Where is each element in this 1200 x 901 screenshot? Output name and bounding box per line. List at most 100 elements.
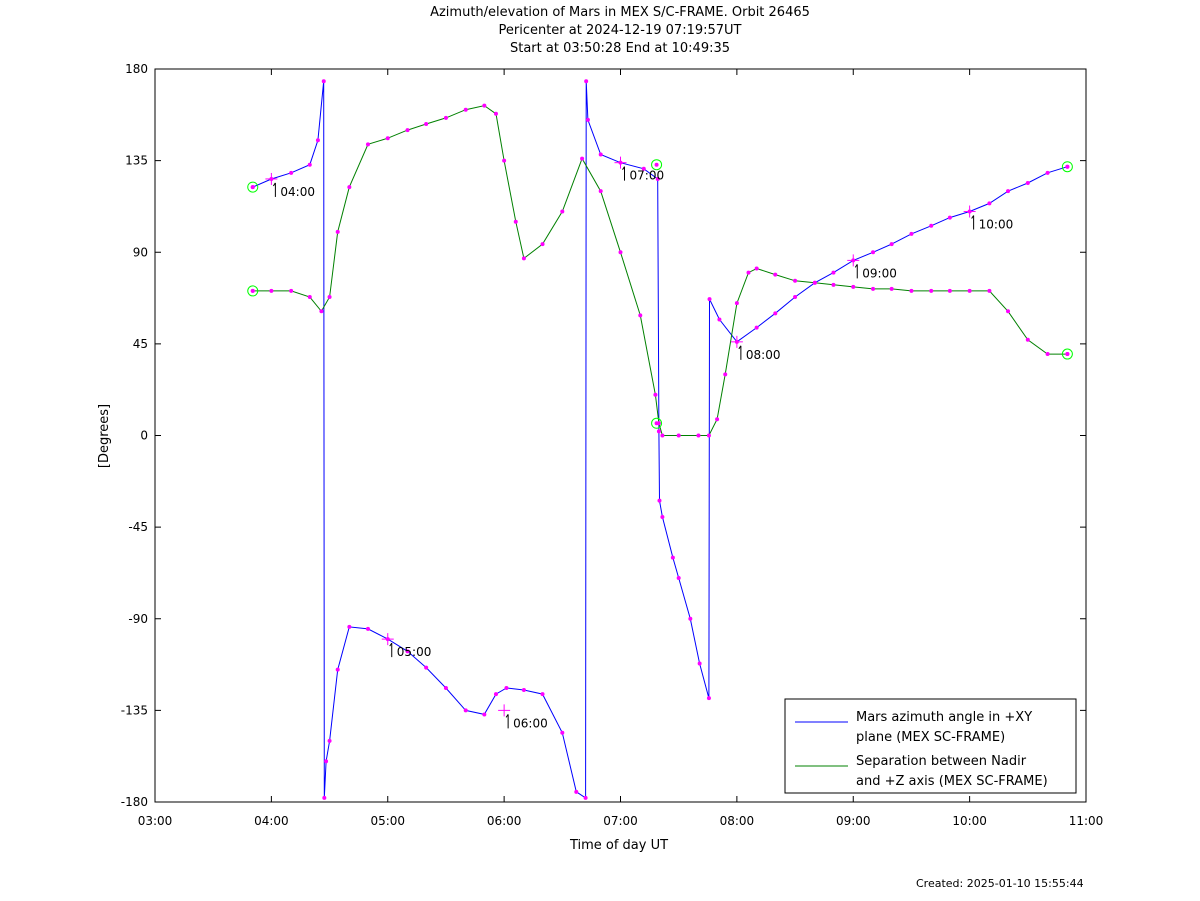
separation-point [967, 288, 972, 293]
y-tick-label: -90 [128, 612, 148, 626]
azimuth-point [289, 170, 294, 175]
hour-marker-arrowhead [389, 642, 393, 647]
separation-point [365, 142, 370, 147]
x-tick-label: 11:00 [1069, 814, 1104, 828]
y-tick-label: 0 [140, 429, 148, 443]
x-axis-label: Time of day UT [569, 838, 668, 853]
separation-point [335, 229, 340, 234]
separation-point [319, 309, 324, 314]
hour-marker-arrowhead [622, 166, 625, 170]
separation-point [746, 270, 751, 275]
y-tick-label: 135 [125, 154, 148, 168]
azimuth-point [670, 555, 675, 560]
separation-point [831, 282, 836, 287]
azimuth-point [443, 685, 448, 690]
x-tick-label: 08:00 [720, 814, 755, 828]
separation-point [734, 301, 739, 306]
endpoint-dot [250, 185, 255, 190]
separation-point [385, 136, 390, 141]
azimuth-point [327, 738, 332, 743]
separation-point [521, 256, 526, 261]
separation-point [598, 189, 603, 194]
separation-point [327, 295, 332, 300]
y-tick-label: 45 [133, 337, 148, 351]
separation-point [405, 128, 410, 133]
axes-ticks: 03:00 04:00 05:00 06:00 07:00 08:00 09:00 10:00… [121, 62, 1104, 828]
azimuth-line [252, 81, 1068, 799]
separation-line [252, 105, 1068, 436]
separation-point [638, 313, 643, 318]
hour-label: 04:00 [280, 185, 315, 199]
azimuth-point [660, 514, 665, 519]
azimuth-point [315, 138, 320, 143]
azimuth-point [655, 176, 660, 181]
endpoint-circle [247, 285, 259, 297]
azimuth-point [754, 325, 759, 330]
series-markers [247, 79, 1073, 800]
separation-point [723, 372, 728, 377]
separation-point [754, 266, 759, 271]
endpoint-circle [247, 181, 259, 193]
y-tick-label: -135 [121, 703, 148, 717]
hour-label: 05:00 [397, 645, 432, 659]
azimuth-point [1025, 181, 1030, 186]
created-timestamp: Created: 2025-01-10 15:55:44 [916, 877, 1084, 890]
separation-point [502, 158, 507, 163]
time-annotations: 04:00 05:00 06:00 07:00 08:00 09:00 10:00 [265, 156, 1014, 730]
separation-point [618, 250, 623, 255]
azimuth-point [540, 692, 545, 697]
y-tick-label: 90 [133, 245, 148, 259]
azimuth-point [574, 789, 579, 794]
endpoint-circle [1061, 161, 1073, 173]
separation-point [851, 284, 856, 289]
azimuth-point [493, 692, 498, 697]
legend-label-separation-2: and +Z axis (MEX SC-FRAME) [856, 774, 1048, 789]
chart-subtitle-pericenter: Pericenter at 2024-12-19 07:19:57UT [498, 23, 742, 38]
x-tick-label: 05:00 [370, 814, 405, 828]
x-tick-label: 07:00 [603, 814, 638, 828]
endpoint-dot [1065, 164, 1070, 169]
x-tick-label: 09:00 [836, 814, 871, 828]
azimuth-point [871, 250, 876, 255]
separation-point [289, 288, 294, 293]
azimuth-point [521, 688, 526, 693]
azimuth-point [909, 231, 914, 236]
y-axis-label: [Degrees] [97, 404, 112, 468]
legend-label-azimuth-2: plane (MEX SC-FRAME) [856, 730, 1005, 745]
separation-point [513, 219, 518, 224]
azimuth-point [717, 317, 722, 322]
separation-point [307, 295, 312, 300]
separation-point [660, 433, 665, 438]
azimuth-point [583, 795, 588, 800]
azimuth-point [504, 685, 509, 690]
hour-marker-arrowhead [854, 264, 858, 268]
separation-point [793, 278, 798, 283]
azimuth-point [688, 616, 693, 621]
hour-label: 10:00 [979, 218, 1014, 232]
legend-label-separation-1: Separation between Nadir [856, 754, 1027, 769]
azimuth-point [641, 166, 646, 171]
azimuth-point [706, 696, 711, 701]
azimuth-point [307, 162, 312, 167]
azimuth-point [947, 215, 952, 220]
azimuth-point [1045, 170, 1050, 175]
azimuth-point [585, 117, 590, 122]
separation-point [1025, 337, 1030, 342]
endpoint-dot [1065, 352, 1070, 357]
x-tick-label: 04:00 [254, 814, 289, 828]
separation-point [560, 209, 565, 214]
endpoint-dot [654, 162, 659, 167]
endpoint-circle [651, 159, 663, 171]
azimuth-point [656, 429, 661, 434]
separation-point [773, 272, 778, 277]
separation-point [929, 288, 934, 293]
y-tick-label: -45 [128, 520, 148, 534]
azimuth-point [831, 270, 836, 275]
chart-subtitle-time-range: Start at 03:50:28 End at 10:49:35 [509, 41, 731, 56]
separation-point [676, 433, 681, 438]
azimuth-point [987, 201, 992, 206]
endpoint-dot [654, 421, 659, 426]
azimuth-point [560, 730, 565, 735]
azimuth-point [773, 311, 778, 316]
separation-point [696, 433, 701, 438]
